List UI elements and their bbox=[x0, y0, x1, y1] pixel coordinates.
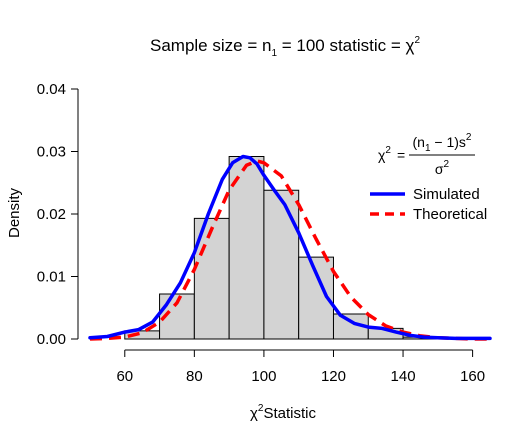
density-curves bbox=[88, 154, 492, 341]
formula-den-symbol: σ bbox=[435, 161, 444, 177]
histogram-bar-3 bbox=[228, 156, 265, 340]
formula-lhs-sup: 2 bbox=[385, 145, 391, 156]
x-tick-label-4: 140 bbox=[391, 368, 416, 385]
formula-numerator: (n1 − 1)s2 bbox=[413, 132, 472, 154]
x-tick-label-2: 100 bbox=[251, 368, 276, 385]
histogram-bars bbox=[124, 156, 439, 340]
x-tick-label-5: 160 bbox=[460, 368, 485, 385]
formula-num-sub: 1 bbox=[425, 143, 431, 154]
y-tick-label-1: 0.01 bbox=[37, 269, 66, 286]
formula-lhs-symbol: χ bbox=[378, 147, 386, 163]
chart-title: Sample size = n1 = 100 statistic = χ2 bbox=[150, 35, 420, 59]
x-tick-label-3: 120 bbox=[321, 368, 346, 385]
formula-num-sup: 2 bbox=[466, 132, 472, 143]
legend: Simulated Theoretical bbox=[370, 186, 487, 223]
formula-denominator: σ2 bbox=[435, 159, 450, 177]
formula-equals: = bbox=[397, 147, 405, 163]
title-superscript: 2 bbox=[414, 35, 420, 46]
x-axis-label: χ2Statistic bbox=[250, 403, 316, 422]
y-axis: 0.00 0.01 0.02 0.03 0.04 bbox=[37, 81, 79, 348]
x-axis-label-symbol: χ bbox=[250, 405, 258, 422]
y-tick-label-4: 0.04 bbox=[37, 81, 66, 98]
formula-lhs: χ2 bbox=[378, 145, 391, 163]
x-tick-label-0: 60 bbox=[116, 368, 133, 385]
formula-den-sup: 2 bbox=[444, 159, 450, 170]
formula-annotation: χ2 = (n1 − 1)s2 σ2 bbox=[378, 132, 475, 177]
y-tick-label-0: 0.00 bbox=[37, 331, 66, 348]
x-axis-label-sup: 2 bbox=[258, 403, 264, 414]
y-tick-label-2: 0.02 bbox=[37, 206, 66, 223]
legend-label-simulated: Simulated bbox=[413, 186, 480, 203]
x-axis: 60 80 100 120 140 160 bbox=[116, 349, 485, 385]
title-mid-text: = 100 statistic = χ bbox=[277, 36, 415, 55]
title-main-text: Sample size = n bbox=[150, 36, 271, 55]
title-subscript: 1 bbox=[271, 48, 277, 59]
x-axis-label-text: Statistic bbox=[263, 405, 316, 422]
legend-label-theoretical: Theoretical bbox=[413, 206, 487, 223]
formula-num-mid: − 1)s bbox=[431, 134, 466, 150]
y-axis-label: Density bbox=[6, 187, 23, 238]
histogram-bar-4 bbox=[263, 189, 300, 340]
series-line-simulated bbox=[88, 154, 492, 341]
y-tick-label-3: 0.03 bbox=[37, 144, 66, 161]
formula-num-open: (n bbox=[413, 134, 425, 150]
x-tick-label-1: 80 bbox=[186, 368, 203, 385]
